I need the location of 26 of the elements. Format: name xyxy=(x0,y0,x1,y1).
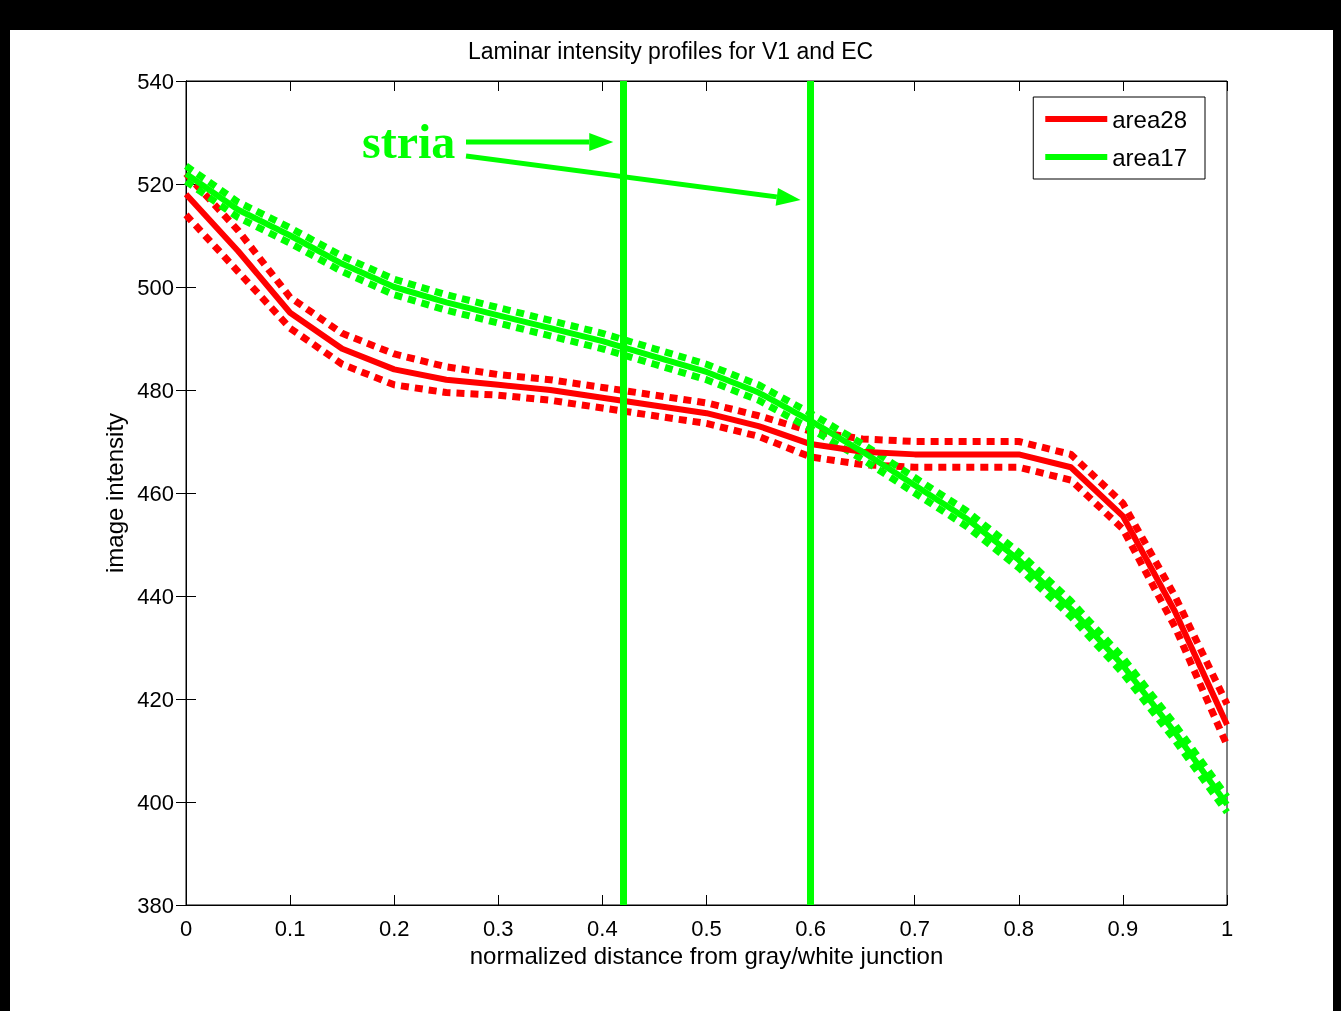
x-tick-label: 0.7 xyxy=(899,915,930,941)
x-tick-label: 0 xyxy=(179,915,193,941)
x-tick-label: 1 xyxy=(1220,915,1234,941)
x-tick-label: 0.6 xyxy=(795,915,826,941)
x-tick-label: 0.1 xyxy=(274,915,306,941)
x-axis-title: normalized distance from gray/white junction xyxy=(469,942,944,970)
legend-label: area28 xyxy=(1112,105,1187,133)
y-tick-label: 460 xyxy=(137,480,174,506)
y-tick-label: 500 xyxy=(137,274,174,300)
x-tick-label: 0.5 xyxy=(691,915,722,941)
y-axis-title: image intensity xyxy=(100,412,128,574)
legend-label: area17 xyxy=(1112,143,1187,171)
annotation: stria xyxy=(362,115,456,168)
y-tick-label: 420 xyxy=(137,686,174,712)
x-tick-label: 0.4 xyxy=(587,915,618,941)
x-tick-label: 0.3 xyxy=(483,915,514,941)
y-tick-label: 380 xyxy=(137,892,174,918)
y-tick-label: 400 xyxy=(137,789,174,815)
y-tick-label: 480 xyxy=(137,377,174,403)
x-tick-label: 0.9 xyxy=(1107,915,1139,941)
x-tick-label: 0.2 xyxy=(378,915,410,941)
y-tick-label: 440 xyxy=(137,583,174,609)
x-tick-label: 0.8 xyxy=(1003,915,1035,941)
y-tick-label: 540 xyxy=(137,68,174,94)
y-tick-label: 520 xyxy=(137,171,174,197)
chart-title: Laminar intensity profiles for V1 and EC xyxy=(467,37,874,64)
